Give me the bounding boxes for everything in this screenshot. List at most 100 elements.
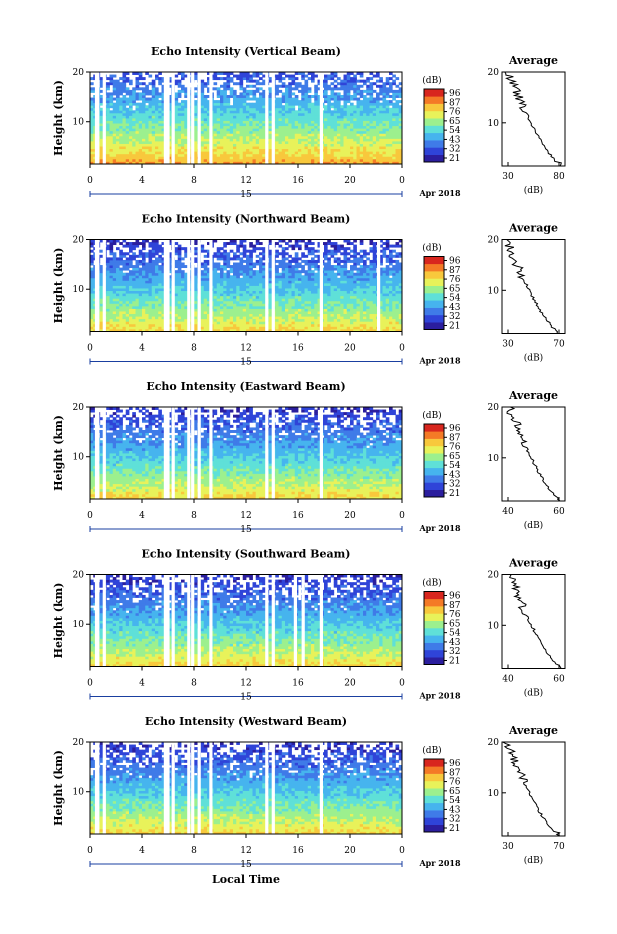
heatmap-cell xyxy=(288,291,292,294)
heatmap-cell xyxy=(396,283,400,286)
heatmap-cell xyxy=(246,131,250,134)
heatmap-cell xyxy=(139,298,143,301)
heatmap-cell xyxy=(366,90,370,93)
heatmap-cell xyxy=(233,98,237,101)
heatmap-cell xyxy=(236,301,240,304)
heatmap-cell xyxy=(230,154,234,157)
heatmap-cell xyxy=(331,311,335,314)
heatmap-cell xyxy=(243,98,247,101)
heatmap-cell xyxy=(220,309,224,312)
heatmap-cell xyxy=(386,144,390,147)
heatmap-cell xyxy=(324,314,328,317)
heatmap-cell xyxy=(288,311,292,314)
heatmap-cell xyxy=(324,301,328,304)
heatmap-cell xyxy=(337,326,341,329)
heatmap-cell xyxy=(285,87,289,90)
heatmap-cell xyxy=(142,87,146,90)
heatmap-cell xyxy=(386,115,390,118)
heatmap-cell xyxy=(158,144,162,147)
heatmap-cell xyxy=(389,133,393,136)
heatmap-cell xyxy=(132,95,136,98)
heatmap-cell xyxy=(331,296,335,299)
heatmap-cell xyxy=(178,280,182,283)
heatmap-cell xyxy=(314,87,318,90)
heatmap-cell xyxy=(243,110,247,113)
heatmap-cell xyxy=(204,136,208,139)
heatmap-cell xyxy=(347,288,351,291)
heatmap-cell xyxy=(353,105,357,108)
heatmap-cell xyxy=(220,303,224,306)
heatmap-cell xyxy=(194,92,198,95)
heatmap-cell xyxy=(214,288,218,291)
heatmap-cell xyxy=(214,309,218,312)
heatmap-cell xyxy=(350,87,354,90)
heatmap-cell xyxy=(288,113,292,116)
heatmap-cell xyxy=(90,126,94,129)
heatmap-cell xyxy=(136,121,140,124)
heatmap-cell xyxy=(295,98,299,101)
heatmap-cell xyxy=(295,309,299,312)
heatmap-cell xyxy=(139,283,143,286)
heatmap-cell xyxy=(373,123,377,126)
heatmap-cell xyxy=(116,105,120,108)
heatmap-cell xyxy=(175,301,179,304)
heatmap-cell xyxy=(311,141,315,144)
heatmap-cell xyxy=(298,288,302,291)
heatmap-cell xyxy=(366,324,370,327)
heatmap-cell xyxy=(331,92,335,95)
heatmap-cell xyxy=(233,123,237,126)
heatmap-cell xyxy=(204,309,208,312)
heatmap-cell xyxy=(285,138,289,141)
heatmap-cell xyxy=(357,316,361,319)
heatmap-cell xyxy=(288,293,292,296)
average-frame xyxy=(502,72,565,166)
heatmap-cell xyxy=(204,288,208,291)
heatmap-cell xyxy=(194,311,198,314)
heatmap-cell xyxy=(282,105,286,108)
heatmap-cell xyxy=(340,98,344,101)
heatmap-cell xyxy=(214,149,218,152)
heatmap-cell xyxy=(227,303,231,306)
heatmap-cell xyxy=(136,131,140,134)
heatmap-cell xyxy=(288,298,292,301)
heatmap-cell xyxy=(308,154,312,157)
heatmap-cell xyxy=(217,136,221,139)
heatmap-cell xyxy=(227,87,231,90)
heatmap-cell xyxy=(334,133,338,136)
heatmap-cell xyxy=(360,293,364,296)
heatmap-cell xyxy=(119,280,123,283)
heatmap-cell xyxy=(181,118,185,121)
heatmap-cell xyxy=(376,115,380,118)
heatmap-cell xyxy=(275,87,279,90)
heatmap-cell xyxy=(136,98,140,101)
heatmap-cell xyxy=(246,159,250,162)
heatmap-cell xyxy=(220,149,224,152)
heatmap-cell xyxy=(230,123,234,126)
heatmap-cell xyxy=(389,288,393,291)
heatmap-cell xyxy=(337,156,341,159)
heatmap-cell xyxy=(370,149,374,152)
heatmap-cell xyxy=(353,85,357,88)
heatmap-cell xyxy=(334,131,338,134)
heatmap-cell xyxy=(376,100,380,103)
heatmap-cell xyxy=(223,293,227,296)
heatmap-cell xyxy=(113,75,117,78)
x-tick-label: 20 xyxy=(344,176,356,186)
heatmap-cell xyxy=(383,149,387,152)
heatmap-cell xyxy=(324,296,328,299)
heatmap-cell xyxy=(243,316,247,319)
heatmap-cell xyxy=(311,151,315,154)
heatmap-cell xyxy=(373,136,377,139)
heatmap-cell xyxy=(175,113,179,116)
heatmap-cell xyxy=(126,283,130,286)
heatmap-cell xyxy=(158,309,162,312)
heatmap-cell xyxy=(253,90,257,93)
heatmap-cell xyxy=(123,154,127,157)
heatmap-cell xyxy=(363,82,367,85)
heatmap-cell xyxy=(116,298,120,301)
heatmap-cell xyxy=(275,146,279,149)
heatmap-cell xyxy=(116,98,120,101)
heatmap-cell xyxy=(357,288,361,291)
data-gap xyxy=(265,72,268,164)
heatmap-cell xyxy=(370,293,374,296)
